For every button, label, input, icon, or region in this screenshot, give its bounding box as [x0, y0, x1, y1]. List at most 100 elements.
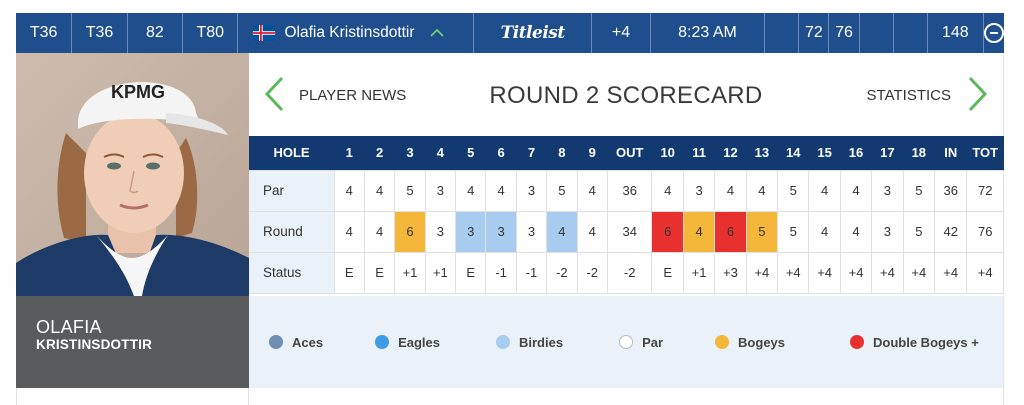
empty-cell — [860, 13, 894, 53]
leaderboard-row[interactable]: T36 T36 82 T80 Olafia Kristinsdottir Tit… — [16, 13, 1004, 53]
score-cell: 34 — [606, 210, 653, 253]
round-2-score-cell: 76 — [829, 13, 860, 53]
left-panel-footer — [16, 388, 249, 405]
score-cell: 5 — [546, 169, 578, 212]
score-cell: 4 — [808, 210, 841, 253]
score-cell: -1 — [485, 251, 517, 294]
score-cell: 4 — [808, 169, 841, 212]
legend-dot-icon — [496, 335, 510, 349]
score-cell: 4 — [839, 169, 873, 212]
right-panel-footer — [249, 388, 1004, 405]
column-header: 16 — [848, 145, 864, 161]
chevron-left-icon[interactable] — [263, 75, 285, 113]
score-cell: 4 — [333, 210, 365, 253]
cap-logo-text: KPMG — [111, 82, 165, 102]
score-cell: 36 — [933, 169, 968, 212]
player-photo: KPMG — [16, 53, 249, 296]
tee-time-cell: 8:23 AM — [651, 13, 766, 53]
column-header: 3 — [406, 145, 414, 161]
score-cell: +4 — [808, 251, 841, 294]
column-header: 13 — [754, 145, 770, 161]
row-label: Round — [249, 210, 335, 253]
score-cell: +4 — [777, 251, 810, 294]
player-cell[interactable]: Olafia Kristinsdottir — [238, 13, 474, 53]
round-1-score: 72 — [799, 13, 830, 53]
score-cell: 5 — [394, 169, 426, 212]
hole-header: HOLE — [273, 145, 310, 161]
legend-dot-icon — [375, 335, 390, 349]
round-3-position: T80 — [183, 13, 239, 53]
score-cell: +4 — [871, 251, 904, 294]
score-cell: E — [651, 251, 684, 294]
player-last-name: KRISTINSDOTTIR — [36, 337, 153, 352]
score-cell: 5 — [777, 210, 810, 253]
score-cell: E — [363, 251, 396, 294]
score-cell: 4 — [576, 169, 608, 212]
score-cell: 3 — [682, 169, 716, 212]
legend-label: Aces — [292, 334, 324, 350]
table-header-row: HOLE 1 2 3 4 5 6 7 8 9 OUT 10 11 12 13 14 15 16 17 18 IN TOT — [249, 136, 1004, 170]
legend-item: Birdies — [496, 335, 563, 350]
column-header: OUT — [615, 145, 644, 161]
score-cell: 3 — [485, 210, 517, 253]
score-cell: -2 — [606, 251, 653, 294]
legend-dot-icon — [850, 335, 865, 349]
total-score-cell: 148 — [928, 13, 984, 53]
page-title: ROUND 2 SCORECARD — [489, 82, 763, 109]
score-cell: 4 — [714, 169, 747, 212]
score-cell: 6 — [394, 210, 426, 253]
player-first-name: OLAFIA — [36, 317, 102, 337]
column-header: 9 — [588, 145, 596, 161]
table-row: Par 4 4 5 3 4 4 3 5 4 36 4 3 4 4 5 4 4 3 5 36 72 — [249, 169, 1004, 212]
chevron-up-icon[interactable] — [429, 28, 445, 38]
score-cell: E — [333, 251, 365, 294]
score-cell: 3 — [455, 210, 487, 253]
score-cell: 36 — [606, 169, 653, 212]
round-2-score: 82 — [128, 13, 184, 53]
round-1-position: T36 — [72, 13, 128, 53]
score-cell: +4 — [933, 251, 968, 294]
score-cell: 3 — [515, 210, 548, 253]
legend-item: Eagles — [375, 335, 440, 350]
score-cell: +1 — [682, 251, 716, 294]
empty-cell — [765, 13, 800, 53]
legend-item: Par — [619, 335, 663, 350]
column-header: 8 — [558, 145, 566, 161]
score-cell: 4 — [485, 169, 517, 212]
collapse-button[interactable] — [983, 13, 1004, 53]
score-cell: 4 — [363, 210, 396, 253]
legend-item: Double Bogeys + — [850, 335, 979, 350]
score-cell: 6 — [651, 210, 684, 253]
player-name: Olafia Kristinsdottir — [284, 24, 415, 41]
column-header: 11 — [692, 145, 706, 161]
legend-label: Par — [642, 334, 664, 350]
score-cell: 3 — [871, 169, 904, 212]
score-cell: 5 — [902, 210, 936, 253]
column-header: 14 — [786, 145, 801, 161]
legend-dot-icon — [619, 335, 634, 349]
legend-item: Aces — [269, 335, 323, 350]
score-cell: -2 — [576, 251, 608, 294]
empty-cell — [894, 13, 928, 53]
row-label: Par — [249, 169, 335, 212]
scorecard-header: PLAYER NEWS ROUND 2 SCORECARD STATISTICS — [249, 53, 1004, 136]
chevron-right-icon[interactable] — [967, 75, 989, 113]
player-portrait-image: KPMG — [16, 53, 249, 296]
player-name-box: OLAFIA KRISTINSDOTTIR — [16, 296, 249, 388]
statistics-link[interactable]: STATISTICS — [866, 87, 951, 104]
sponsor-logo: Titleist — [474, 13, 593, 53]
score-cell: +4 — [966, 251, 1004, 294]
column-header: TOT — [972, 145, 999, 161]
legend-item: Bogeys — [715, 335, 785, 350]
column-header: 7 — [527, 145, 536, 161]
score-cell: +4 — [745, 251, 779, 294]
iceland-flag-icon — [253, 25, 276, 41]
score-cell: 4 — [546, 210, 578, 253]
legend-label: Double Bogeys + — [873, 334, 979, 350]
minus-circle-icon[interactable] — [983, 23, 1004, 43]
legend-label: Bogeys — [738, 334, 786, 350]
score-cell: 4 — [576, 210, 608, 253]
player-news-link[interactable]: PLAYER NEWS — [299, 87, 407, 104]
column-header: 5 — [467, 145, 475, 161]
to-par-cell: +4 — [592, 13, 651, 53]
